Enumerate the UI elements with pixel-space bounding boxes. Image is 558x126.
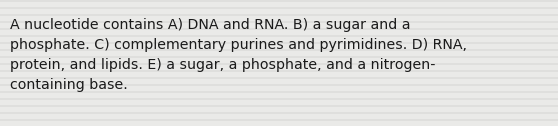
Text: A nucleotide contains A) DNA and RNA. B) a sugar and a
phosphate. C) complementa: A nucleotide contains A) DNA and RNA. B)… xyxy=(10,18,467,92)
